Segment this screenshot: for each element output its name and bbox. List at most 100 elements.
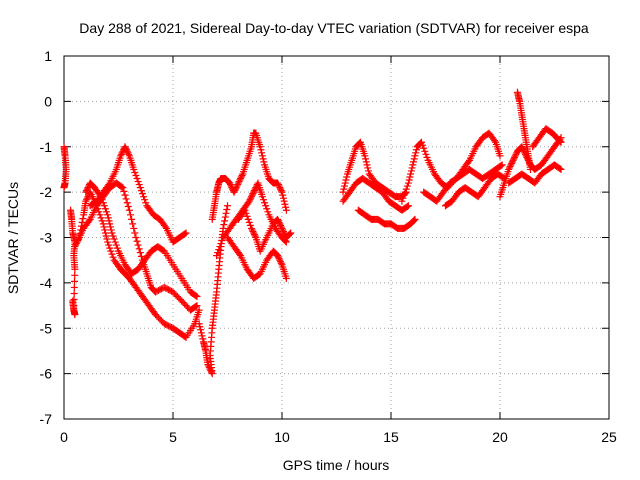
data-point: [122, 144, 130, 152]
data-point: [197, 326, 205, 334]
data-point: [196, 323, 204, 331]
data-point: [111, 238, 119, 246]
data-point: [128, 215, 136, 223]
data-point: [418, 138, 426, 146]
data-point: [221, 213, 229, 221]
data-point: [412, 149, 420, 157]
data-point: [130, 165, 138, 173]
data-point: [248, 191, 256, 199]
data-point: [340, 182, 348, 190]
data-point: [286, 230, 294, 238]
data-point: [226, 179, 234, 187]
data-point: [249, 190, 257, 198]
data-point: [100, 223, 108, 231]
y-tick-label: -6: [40, 366, 53, 382]
data-point: [342, 176, 350, 184]
data-point: [509, 156, 517, 164]
data-point: [496, 152, 504, 160]
data-point: [402, 185, 410, 193]
data-point: [274, 179, 282, 187]
data-point: [507, 161, 515, 169]
x-tick-label: 15: [383, 429, 399, 445]
data-series: [354, 206, 419, 232]
data-point: [181, 230, 189, 238]
y-tick-label: 0: [44, 93, 52, 109]
data-points: [60, 88, 565, 378]
data-series: [208, 175, 238, 223]
data-point: [98, 217, 106, 225]
data-point: [508, 158, 516, 166]
data-point: [215, 246, 223, 254]
data-point: [519, 144, 527, 152]
data-point: [278, 188, 286, 196]
data-point: [250, 188, 258, 196]
data-series: [195, 202, 231, 378]
data-point: [102, 232, 110, 240]
data-point: [246, 196, 254, 204]
data-point: [512, 150, 520, 158]
data-point: [257, 146, 265, 154]
data-point: [364, 164, 372, 172]
data-point: [195, 320, 203, 328]
data-point: [161, 223, 169, 231]
data-point: [138, 190, 146, 198]
data-point: [105, 217, 113, 225]
data-point: [230, 188, 238, 196]
data-point: [245, 218, 253, 226]
data-point: [107, 247, 115, 255]
data-point: [136, 184, 144, 192]
data-point: [71, 277, 79, 285]
data-point: [219, 224, 227, 232]
data-point: [410, 155, 418, 163]
data-point: [247, 194, 255, 202]
data-point: [276, 184, 284, 192]
data-point: [356, 139, 364, 147]
x-tick-label: 0: [60, 429, 68, 445]
data-point: [261, 199, 269, 207]
data-point: [118, 183, 126, 191]
data-point: [280, 197, 288, 205]
x-tick-label: 20: [492, 429, 508, 445]
data-series: [505, 161, 565, 187]
data-point: [341, 179, 349, 187]
data-point: [192, 302, 200, 310]
data-point: [237, 175, 245, 183]
data-series: [529, 125, 565, 151]
data-point: [105, 181, 113, 189]
data-point: [250, 187, 258, 195]
data-point: [97, 214, 105, 222]
data-point: [401, 188, 409, 196]
data-point: [279, 226, 287, 234]
data-point: [122, 195, 130, 203]
data-point: [136, 249, 144, 257]
data-point: [220, 221, 228, 229]
data-point: [106, 244, 114, 252]
data-point: [281, 200, 289, 208]
data-point: [96, 211, 104, 219]
data-point: [101, 226, 109, 234]
data-point: [274, 181, 282, 189]
data-point: [82, 197, 90, 205]
data-point: [108, 229, 116, 237]
data-point: [235, 250, 243, 258]
data-point: [214, 249, 222, 257]
data-series: [86, 143, 190, 246]
data-point: [243, 212, 251, 220]
data-point: [279, 227, 287, 235]
y-axis-ticks: 1 0 -1 -2 -3 -4 -5 -6 -7: [40, 48, 609, 427]
data-point: [407, 167, 415, 175]
data-point: [398, 197, 406, 205]
data-point: [104, 211, 112, 219]
data-point: [231, 185, 239, 193]
data-series: [234, 206, 295, 255]
data-point: [104, 214, 112, 222]
data-point: [242, 209, 250, 217]
data-point: [281, 237, 289, 245]
data-point: [498, 161, 506, 169]
data-point: [406, 173, 414, 181]
data-point: [276, 256, 284, 264]
x-axis-label: GPS time / hours: [283, 457, 390, 473]
data-point: [410, 217, 418, 225]
x-tick-label: 25: [601, 429, 617, 445]
data-point: [506, 162, 514, 170]
